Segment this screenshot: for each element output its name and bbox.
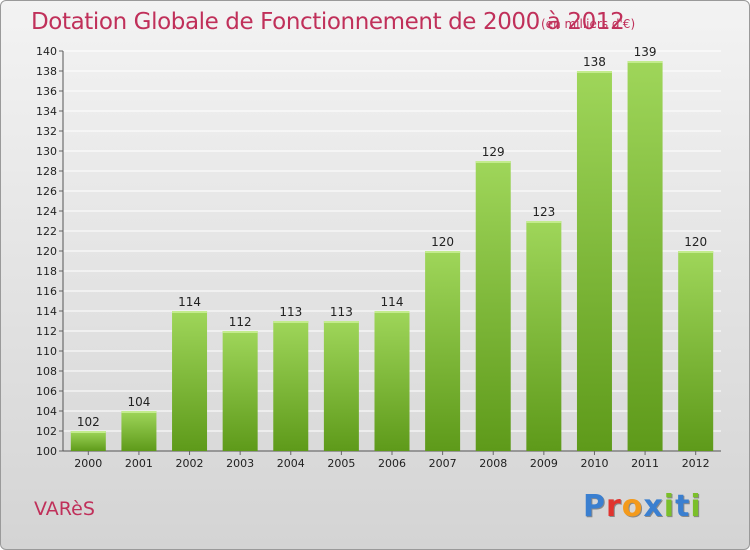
y-tick-label: 136 (36, 85, 57, 98)
x-tick-label: 2007 (429, 457, 457, 470)
y-tick-label: 140 (36, 45, 57, 58)
data-label: 114 (178, 295, 201, 309)
data-label: 120 (431, 235, 454, 249)
bar (70, 431, 106, 451)
y-tick-label: 102 (36, 425, 57, 438)
y-tick-label: 114 (36, 305, 57, 318)
x-tick-label: 2009 (530, 457, 558, 470)
y-tick-label: 132 (36, 125, 57, 138)
x-tick-label: 2012 (682, 457, 710, 470)
proxiti-logo: Proxiti (583, 489, 702, 524)
x-tick-label: 2008 (479, 457, 507, 470)
data-label: 102 (77, 415, 100, 429)
x-tick-label: 2001 (125, 457, 153, 470)
bar-top-highlight (121, 411, 157, 413)
bar (627, 61, 663, 451)
y-tick-label: 100 (36, 445, 57, 458)
bar (678, 251, 714, 451)
bar (323, 321, 359, 451)
bar-top-highlight (222, 331, 258, 333)
y-tick-label: 126 (36, 185, 57, 198)
x-tick-label: 2010 (580, 457, 608, 470)
y-tick-label: 110 (36, 345, 57, 358)
y-tick-label: 138 (36, 65, 57, 78)
bar-top-highlight (172, 311, 208, 313)
bar-top-highlight (374, 311, 410, 313)
y-tick-label: 120 (36, 245, 57, 258)
y-tick-label: 106 (36, 385, 57, 398)
x-tick-label: 2002 (176, 457, 204, 470)
chart-title: Dotation Globale de Fonctionnement de 20… (31, 9, 625, 35)
bar (576, 71, 612, 451)
commune-name: VARèS (34, 498, 95, 520)
y-tick-label: 130 (36, 145, 57, 158)
data-label: 120 (684, 235, 707, 249)
y-tick-label: 116 (36, 285, 57, 298)
bar (526, 221, 562, 451)
bar (374, 311, 410, 451)
data-label: 138 (583, 55, 606, 69)
bar (425, 251, 461, 451)
data-label: 104 (127, 395, 150, 409)
bar (121, 411, 157, 451)
x-tick-label: 2011 (631, 457, 659, 470)
data-label: 129 (482, 145, 505, 159)
bar (172, 311, 208, 451)
bar-top-highlight (526, 221, 562, 223)
y-tick-label: 118 (36, 265, 57, 278)
y-tick-label: 108 (36, 365, 57, 378)
data-label: 113 (279, 305, 302, 319)
bar-top-highlight (425, 251, 461, 253)
bar-top-highlight (627, 61, 663, 63)
data-label: 123 (532, 205, 555, 219)
bar (222, 331, 258, 451)
x-tick-label: 2005 (327, 457, 355, 470)
x-tick-label: 2006 (378, 457, 406, 470)
x-tick-label: 2000 (74, 457, 102, 470)
bar-top-highlight (475, 161, 511, 163)
y-tick-label: 128 (36, 165, 57, 178)
x-tick-label: 2003 (226, 457, 254, 470)
data-label: 139 (634, 45, 657, 59)
y-tick-label: 124 (36, 205, 57, 218)
bar-top-highlight (70, 431, 106, 433)
unit-note: (en milliers d'€) (541, 17, 636, 31)
y-tick-label: 134 (36, 105, 57, 118)
data-label: 113 (330, 305, 353, 319)
bar-top-highlight (323, 321, 359, 323)
bar (475, 161, 511, 451)
bar-top-highlight (273, 321, 309, 323)
data-label: 114 (381, 295, 404, 309)
bar-top-highlight (678, 251, 714, 253)
bar (273, 321, 309, 451)
x-tick-label: 2004 (277, 457, 305, 470)
y-tick-label: 112 (36, 325, 57, 338)
y-tick-label: 104 (36, 405, 57, 418)
bar-top-highlight (576, 71, 612, 73)
data-label: 112 (229, 315, 252, 329)
y-tick-label: 122 (36, 225, 57, 238)
